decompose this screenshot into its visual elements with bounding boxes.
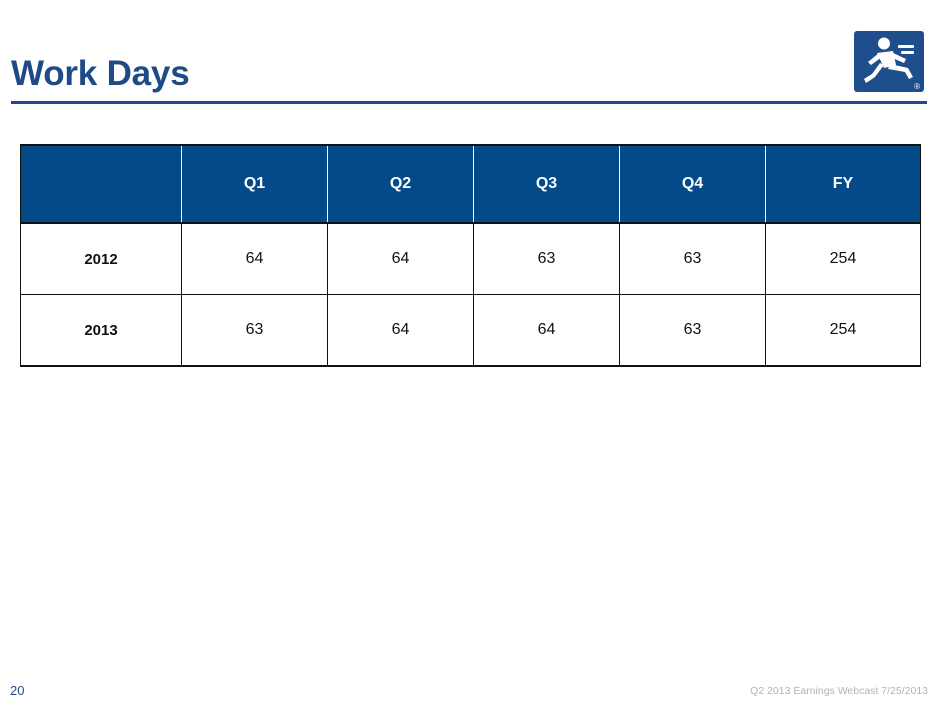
table-cell: 64 <box>181 222 328 295</box>
table-row: 2013 63 64 64 63 254 <box>20 294 921 367</box>
table-cell: 254 <box>765 294 921 367</box>
table-cell: 254 <box>765 222 921 295</box>
work-days-table: Q1 Q2 Q3 Q4 FY 2012 64 64 63 63 254 2013… <box>20 144 921 367</box>
row-label-2013: 2013 <box>20 294 182 367</box>
table-cell: 63 <box>181 294 328 367</box>
table-cell: 64 <box>327 294 474 367</box>
header-cell-q1: Q1 <box>181 144 328 224</box>
header-cell-q4: Q4 <box>619 144 766 224</box>
table-cell: 64 <box>473 294 620 367</box>
table-cell: 63 <box>619 294 766 367</box>
table-cell: 64 <box>327 222 474 295</box>
slide-number: 20 <box>10 683 25 698</box>
header-cell-q3: Q3 <box>473 144 620 224</box>
table-cell: 63 <box>473 222 620 295</box>
header-cell-empty <box>20 144 182 224</box>
table-header-row: Q1 Q2 Q3 Q4 FY <box>20 144 921 224</box>
table-cell: 63 <box>619 222 766 295</box>
slide-title: Work Days <box>11 54 190 93</box>
footer-text: Q2 2013 Earnings Webcast 7/25/2013 <box>750 685 928 697</box>
running-man-icon <box>864 37 914 83</box>
row-label-2012: 2012 <box>20 222 182 295</box>
header-cell-q2: Q2 <box>327 144 474 224</box>
table-row: 2012 64 64 63 63 254 <box>20 222 921 295</box>
title-divider <box>11 101 927 104</box>
header-cell-fy: FY <box>765 144 921 224</box>
company-logo: ® <box>854 31 924 92</box>
registered-mark: ® <box>914 82 920 91</box>
